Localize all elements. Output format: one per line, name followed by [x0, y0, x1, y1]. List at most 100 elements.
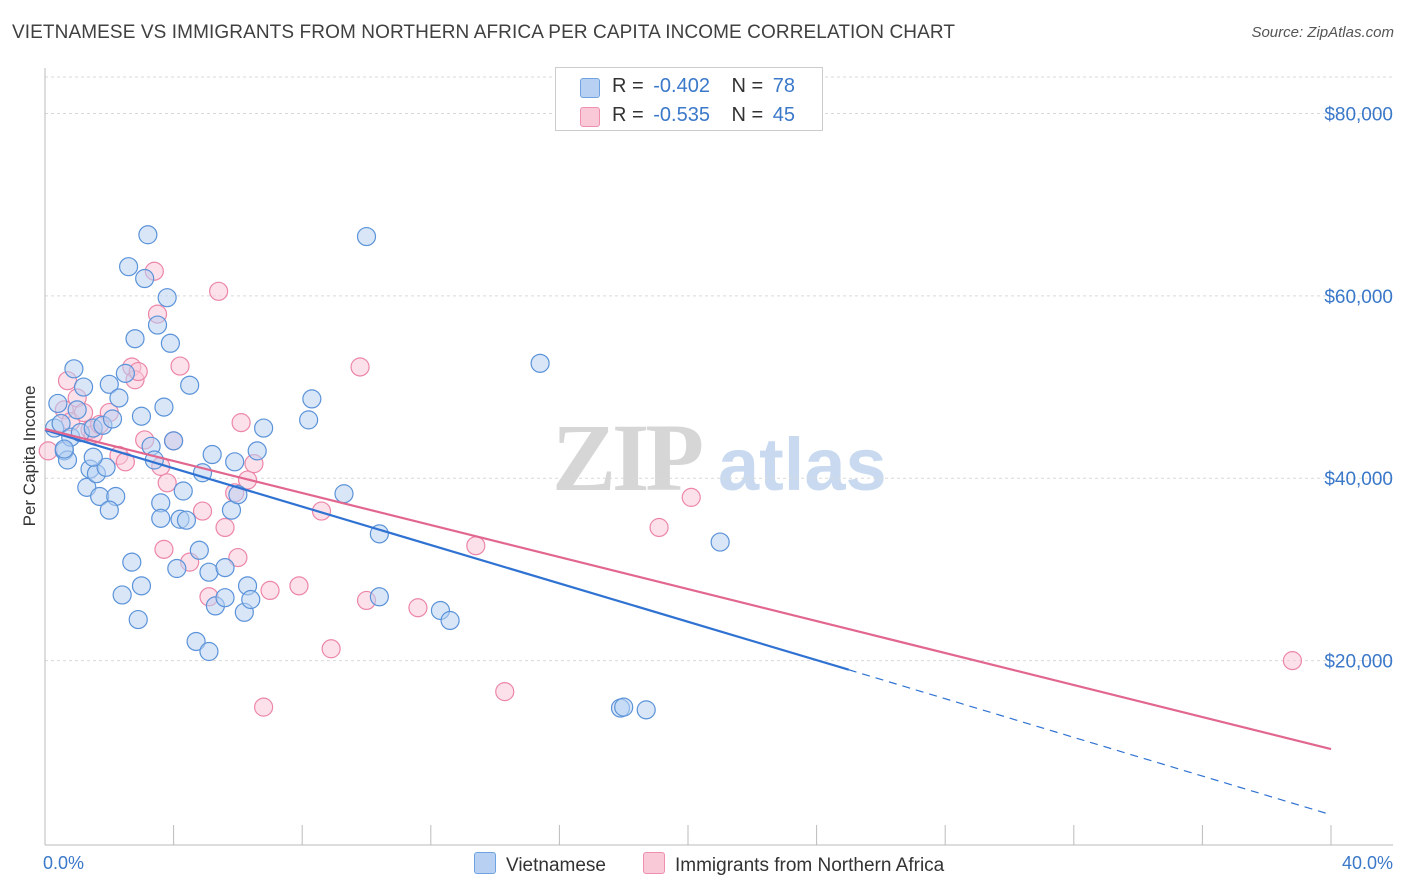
data-point [99, 374, 119, 394]
series-swatch-northern-africa [643, 852, 665, 874]
data-point [254, 418, 274, 438]
legend-n-value-northern-africa: 45 [772, 104, 796, 126]
data-point [48, 393, 68, 414]
data-point [350, 357, 370, 377]
y-tick-label: $60,000 [1324, 287, 1393, 308]
series-swatch-vietnamese [474, 852, 496, 874]
data-point [135, 268, 155, 289]
data-point [408, 598, 428, 618]
data-point [192, 501, 213, 521]
trend-line-vietnamese-extension [848, 669, 1332, 816]
data-point [1282, 651, 1303, 671]
data-point [302, 389, 322, 409]
legend-r-label: R = [612, 104, 644, 126]
legend-n-value-vietnamese: 78 [772, 75, 796, 97]
y-tick-label: $20,000 [1324, 652, 1393, 673]
data-point [299, 410, 319, 430]
legend-swatch-northern-africa [580, 107, 600, 127]
data-point [260, 580, 280, 601]
data-point [38, 441, 58, 461]
series-legend-northern-africa[interactable]: Immigrants from Northern Africa [643, 852, 944, 877]
series-label-vietnamese: Vietnamese [506, 855, 606, 876]
chart-source: Source: ZipAtlas.com [1251, 24, 1394, 41]
data-point [128, 609, 148, 630]
data-point [164, 431, 184, 451]
data-point [189, 540, 209, 560]
data-point [73, 377, 94, 397]
legend-n-label: N = [731, 75, 764, 97]
data-point [138, 225, 158, 245]
data-point [109, 388, 129, 408]
series-legend-vietnamese[interactable]: Vietnamese [474, 852, 606, 877]
data-point [96, 457, 116, 477]
data-point [99, 500, 119, 520]
y-tick-label: $80,000 [1324, 104, 1393, 125]
data-point [186, 631, 206, 652]
data-point [118, 257, 139, 277]
data-point [83, 447, 103, 467]
data-point [125, 329, 145, 349]
data-point [112, 585, 132, 605]
series-label-northern-africa: Immigrants from Northern Africa [675, 855, 945, 876]
data-point [151, 508, 171, 528]
correlation-legend: R = -0.402 N = 78 R = -0.535 N = 45 [555, 67, 823, 131]
data-point [160, 333, 180, 353]
data-point [115, 363, 135, 383]
legend-n-label: N = [731, 104, 764, 126]
data-point [311, 501, 332, 521]
data-point [173, 481, 193, 501]
data-point [122, 552, 142, 572]
data-point [530, 353, 550, 373]
legend-r-value-vietnamese: -0.402 [653, 75, 710, 97]
data-point [170, 356, 190, 376]
data-point [681, 487, 701, 507]
data-point [102, 409, 123, 429]
x-tick-label: 40.0% [1342, 853, 1393, 873]
axis-labels: $20,000 $40,000 $60,000 $80,000 0.0% 40.0% Per… [20, 104, 1393, 873]
data-point [440, 610, 460, 631]
chart-title: VIETNAMESE VS IMMIGRANTS FROM NORTHERN A… [12, 22, 956, 43]
data-point [356, 226, 377, 247]
legend-swatch-vietnamese [580, 78, 600, 98]
watermark-atlas: atlas [718, 423, 887, 506]
data-point [67, 400, 87, 420]
trend-line-northern-africa [44, 427, 1332, 751]
data-point [64, 359, 84, 379]
data-point [649, 517, 669, 538]
data-point [176, 510, 197, 530]
data-point [209, 281, 229, 301]
trend-lines [44, 427, 1332, 816]
data-point [199, 641, 219, 662]
data-point [54, 439, 74, 459]
data-point [710, 532, 730, 552]
data-point [131, 576, 152, 596]
data-point [466, 536, 486, 556]
data-point [289, 576, 309, 596]
data-points [38, 225, 1303, 720]
y-tick-label: $40,000 [1324, 469, 1393, 490]
data-point [147, 315, 168, 335]
data-point [215, 588, 235, 608]
data-point [636, 700, 656, 720]
watermark: ZIP atlas [552, 404, 887, 511]
y-axis-label: Per Capita Income [20, 386, 39, 527]
x-tick-label: 0.0% [43, 853, 84, 873]
data-point [199, 562, 219, 582]
trend-line-vietnamese [44, 428, 850, 671]
data-point [247, 441, 267, 461]
data-point [228, 485, 248, 505]
grid [45, 76, 1393, 662]
data-point [321, 639, 341, 659]
data-point [225, 452, 245, 472]
data-point [167, 558, 187, 579]
data-point [157, 288, 177, 308]
data-point [154, 397, 174, 417]
data-point [154, 539, 174, 559]
data-point [614, 697, 634, 717]
legend-r-label: R = [612, 75, 644, 97]
data-point [495, 682, 515, 702]
data-point [202, 444, 222, 465]
data-point [131, 406, 152, 426]
data-point [254, 697, 274, 717]
